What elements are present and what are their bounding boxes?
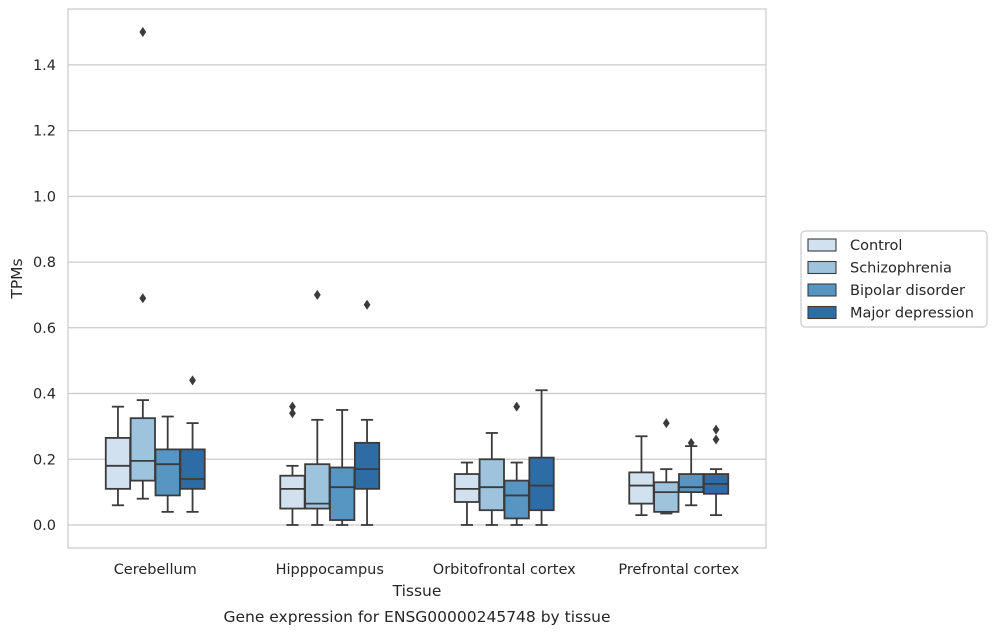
box-schizophrenia [653, 418, 680, 515]
legend-swatch [807, 238, 837, 252]
x-axis-ticks: Cerebellum Hipppocampus Orbitofrontal cort… [114, 562, 740, 578]
box-control [453, 461, 481, 526]
outlier-point [313, 289, 321, 300]
box-iqr [279, 474, 306, 510]
y-tick-label: 0.0 [33, 518, 56, 534]
outlier-point [139, 293, 147, 304]
outlier-point [712, 424, 720, 435]
box-iqr [653, 481, 680, 513]
box-major-depression [702, 424, 730, 517]
box-iqr [528, 456, 555, 512]
y-tick-label: 1.4 [33, 58, 56, 74]
outlier-point [687, 437, 695, 448]
y-tick-label: 1.2 [33, 124, 56, 140]
box-iqr [353, 441, 381, 490]
box-iqr [179, 448, 206, 490]
box-iqr [129, 417, 156, 482]
box-major-depression [353, 299, 381, 526]
y-tick-label: 0.6 [33, 321, 56, 337]
y-tick-label: 1.0 [33, 189, 56, 205]
x-tick-label: Hipppocampus [276, 562, 384, 578]
x-axis-label: Tissue [392, 582, 442, 600]
box-iqr [503, 479, 530, 520]
box-series [104, 27, 730, 526]
box-bipolar-disorder [503, 401, 530, 526]
outlier-point [513, 401, 521, 412]
legend-label: Control [850, 238, 902, 254]
outlier-point [363, 299, 371, 310]
y-axis-label: TPMs [8, 258, 26, 299]
box-major-depression [528, 389, 555, 526]
box-iqr [304, 463, 331, 510]
x-tick-label: Orbitofrontal cortex [433, 562, 576, 578]
box-control [628, 435, 655, 517]
legend-swatch [807, 260, 837, 275]
legend-frame [800, 230, 988, 328]
box-schizophrenia [304, 289, 331, 526]
y-tick-label: 0.4 [33, 387, 56, 403]
outlier-point [289, 408, 296, 419]
y-axis-ticks: 0.0 0.2 0.4 0.6 0.8 1.0 1.2 1.4 [33, 58, 56, 534]
box-bipolar-disorder [678, 437, 705, 507]
box-schizophrenia [478, 432, 505, 526]
box-iqr [329, 466, 356, 521]
x-tick-label: Cerebellum [114, 562, 197, 578]
box-schizophrenia [129, 27, 156, 500]
y-tick-label: 0.2 [33, 452, 56, 468]
legend-label: Major depression [850, 306, 974, 322]
outlier-point [712, 434, 720, 445]
legend-label: Bipolar disorder [850, 283, 965, 299]
outlier-point [189, 375, 196, 386]
box-control [104, 405, 132, 507]
box-major-depression [179, 375, 206, 513]
outlier-point [662, 418, 670, 429]
legend: Control Schizophrenia Bipolar disorder Majo… [800, 230, 988, 328]
box-bipolar-disorder [329, 409, 356, 526]
box-iqr [104, 436, 132, 490]
legend-swatch [807, 305, 837, 320]
box-iqr [154, 448, 181, 497]
legend-swatch [807, 283, 837, 297]
figure-caption: Gene expression for ENSG00000245748 by t… [223, 608, 610, 626]
y-tick-label: 0.8 [33, 255, 56, 271]
legend-label: Schizophrenia [850, 261, 952, 277]
x-tick-label: Prefrontal cortex [618, 562, 739, 578]
box-iqr [478, 458, 505, 512]
box-iqr [628, 471, 655, 505]
outlier-point [289, 401, 296, 412]
box-iqr [678, 473, 705, 494]
box-control [279, 401, 306, 526]
outlier-point [139, 27, 147, 38]
box-bipolar-disorder [154, 415, 181, 513]
plot-frame [67, 8, 767, 549]
